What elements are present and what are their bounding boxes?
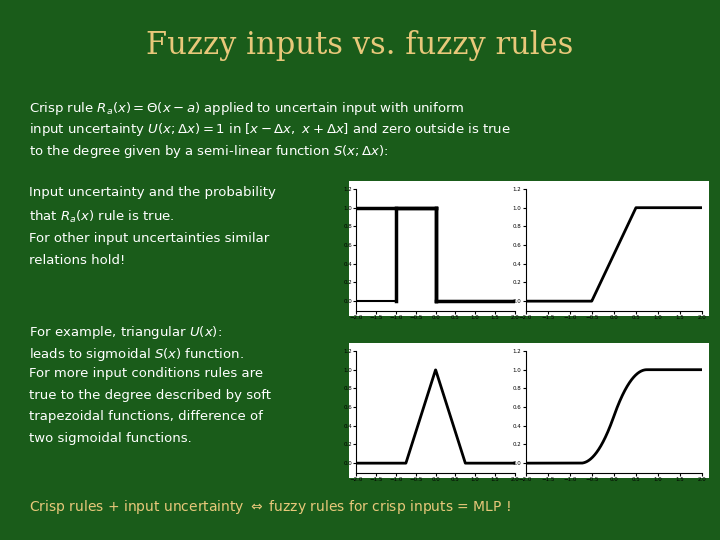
Text: For other input uncertainties similar: For other input uncertainties similar	[29, 232, 269, 245]
Bar	[349, 343, 709, 478]
Bar	[349, 181, 709, 316]
Text: leads to sigmoidal $S(x)$ function.: leads to sigmoidal $S(x)$ function.	[29, 346, 243, 362]
Text: For more input conditions rules are: For more input conditions rules are	[29, 367, 263, 380]
Text: two sigmoidal functions.: two sigmoidal functions.	[29, 432, 192, 445]
Text: relations hold!: relations hold!	[29, 254, 125, 267]
Text: that $R_a(x)$ rule is true.: that $R_a(x)$ rule is true.	[29, 209, 174, 225]
Text: input uncertainty $U(x;\Delta x)=1$ in $[x-\Delta x,\ x+\Delta x]$ and zero outs: input uncertainty $U(x;\Delta x)=1$ in $…	[29, 122, 510, 138]
Text: Fuzzy inputs vs. fuzzy rules: Fuzzy inputs vs. fuzzy rules	[146, 30, 574, 60]
Text: true to the degree described by soft: true to the degree described by soft	[29, 389, 271, 402]
Text: For example, triangular $U(x)$:: For example, triangular $U(x)$:	[29, 324, 222, 341]
Text: Crisp rules + input uncertainty $\Leftrightarrow$ fuzzy rules for crisp inputs =: Crisp rules + input uncertainty $\Leftri…	[29, 498, 510, 516]
Text: Crisp rule $R_a(x) = \Theta(x-a)$ applied to uncertain input with uniform: Crisp rule $R_a(x) = \Theta(x-a)$ applie…	[29, 100, 464, 117]
Text: to the degree given by a semi-linear function $S(x;\Delta x)$:: to the degree given by a semi-linear fun…	[29, 143, 389, 160]
Text: Input uncertainty and the probability: Input uncertainty and the probability	[29, 186, 276, 199]
Text: trapezoidal functions, difference of: trapezoidal functions, difference of	[29, 410, 263, 423]
